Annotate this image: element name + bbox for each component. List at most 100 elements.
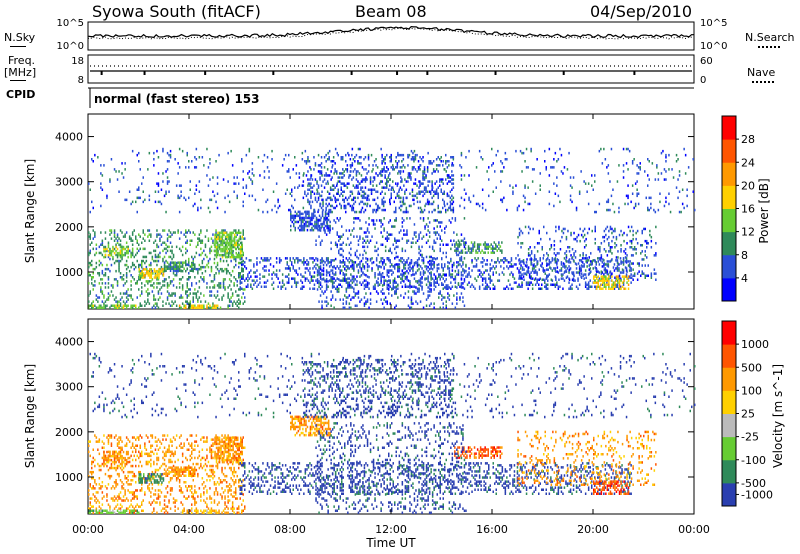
echo-cell — [103, 306, 105, 309]
echo-cell — [632, 237, 634, 241]
echo-cell — [107, 282, 110, 285]
echo-cell — [348, 261, 351, 264]
echo-cell — [342, 306, 344, 309]
echo-cell — [309, 267, 311, 270]
echo-cell — [331, 276, 334, 279]
echo-cell — [348, 306, 351, 309]
echo-cell — [383, 280, 385, 283]
echo-cell — [172, 278, 175, 281]
echo-cell — [316, 263, 319, 267]
echo-cell — [534, 192, 537, 195]
echo-cell — [386, 287, 388, 290]
echo-cell — [338, 239, 340, 242]
echo-cell — [88, 282, 90, 285]
echo-cell — [186, 151, 188, 155]
echo-cell — [122, 306, 125, 309]
echo-cell — [563, 257, 566, 260]
echo-cell — [150, 251, 152, 255]
echo-cell — [138, 186, 140, 189]
echo-cell — [360, 269, 363, 273]
echo-cell — [467, 249, 470, 252]
echo-cell — [139, 196, 141, 200]
echo-cell — [124, 247, 126, 251]
echo-cell — [400, 176, 402, 179]
echo-cell — [445, 287, 447, 290]
echo-cell — [678, 210, 681, 214]
echo-cell — [89, 292, 91, 295]
echo-cell — [178, 269, 181, 272]
freq-dip-mark — [350, 71, 353, 75]
echo-cell — [189, 188, 191, 191]
echo-cell — [227, 292, 229, 295]
echo-cell — [392, 287, 394, 290]
echo-cell — [692, 190, 694, 193]
echo-cell — [419, 271, 422, 274]
echo-cell — [544, 272, 546, 275]
echo-cell — [465, 192, 467, 195]
echo-cell — [573, 254, 575, 257]
echo-cell — [422, 259, 425, 262]
echo-cell — [350, 306, 352, 309]
echo-cell — [195, 267, 198, 271]
echo-cell — [100, 288, 102, 291]
echo-cell — [328, 196, 330, 200]
echo-cell — [373, 178, 376, 181]
echo-cell — [611, 279, 613, 282]
echo-cell — [130, 255, 132, 259]
echo-cell — [220, 253, 222, 257]
echo-cell — [397, 245, 399, 249]
echo-cell — [587, 182, 590, 185]
echo-cell — [158, 268, 160, 271]
echo-cell — [428, 190, 431, 193]
echo-cell — [306, 212, 309, 216]
echo-cell — [263, 281, 266, 284]
echo-cell — [624, 275, 627, 278]
echo-cell — [593, 281, 595, 284]
echo-cell — [107, 243, 110, 246]
echo-cell — [521, 151, 523, 155]
echo-cell — [297, 281, 299, 284]
echo-cell — [275, 275, 278, 278]
echo-cell — [554, 267, 557, 270]
echo-cell — [314, 214, 316, 218]
echo-cell — [644, 276, 646, 279]
echo-cell — [238, 255, 240, 259]
echo-cell — [130, 288, 132, 291]
echo-cell — [587, 281, 590, 284]
echo-cell — [229, 231, 231, 235]
echo-cell — [233, 265, 235, 269]
echo-cell — [618, 285, 621, 288]
echo-cell — [594, 266, 596, 269]
echo-cell — [136, 239, 138, 242]
echo-cell — [286, 263, 288, 266]
echo-cell — [384, 200, 386, 204]
echo-cell — [218, 153, 220, 157]
echo-cell — [145, 265, 148, 269]
echo-cell — [414, 194, 417, 198]
echo-cell — [272, 271, 275, 274]
echo-cell — [325, 283, 328, 286]
echo-cell — [454, 281, 457, 284]
echo-cell — [317, 220, 319, 224]
echo-cell — [218, 269, 220, 273]
echo-cell — [420, 158, 423, 161]
echo-cell — [166, 168, 169, 171]
echo-cell — [407, 172, 410, 175]
echo-cell — [178, 286, 181, 289]
echo-cell — [460, 174, 463, 177]
echo-cell — [263, 153, 266, 157]
echo-cell — [483, 277, 485, 280]
echo-cell — [397, 263, 399, 266]
echo-cell — [286, 170, 288, 173]
echo-cell — [160, 265, 163, 269]
echo-cell — [216, 206, 219, 210]
echo-cell — [307, 210, 309, 214]
echo-cell — [321, 210, 324, 214]
echo-cell — [112, 304, 114, 307]
echo-cell — [307, 188, 309, 191]
echo-cell — [343, 190, 345, 193]
echo-cell — [306, 259, 308, 262]
echo-cell — [225, 247, 228, 251]
echo-cell — [136, 247, 138, 251]
echo-cell — [469, 247, 471, 250]
